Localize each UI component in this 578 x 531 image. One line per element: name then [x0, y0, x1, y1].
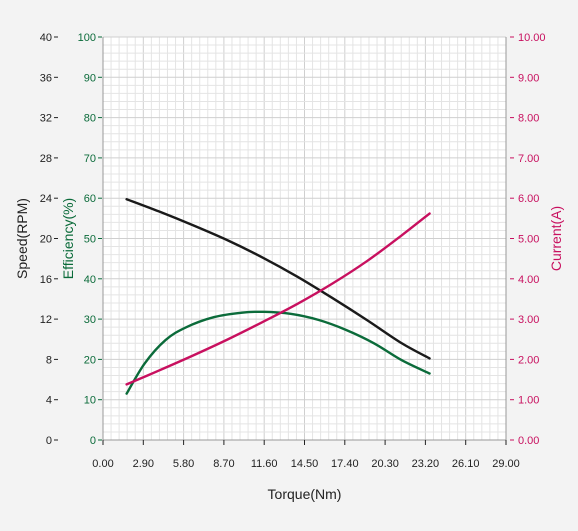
x-tick-label: 5.80 [173, 458, 194, 470]
y-tick-label-current: 3.00 [518, 314, 539, 326]
series-line-efficiency [125, 310, 431, 395]
x-tick-label: 20.30 [371, 458, 399, 470]
y-tick-label-efficiency: 40 [84, 274, 96, 286]
y-tick-label-current: 5.00 [518, 234, 539, 246]
y-tick-label-current: 4.00 [518, 274, 539, 286]
y-tick-label-current: 1.00 [518, 395, 539, 407]
y-tick-label-efficiency: 0 [90, 435, 96, 447]
y-tick-label-speed: 4 [46, 395, 52, 407]
y-tick-label-speed: 0 [46, 435, 52, 447]
y-tick-label-efficiency: 30 [84, 314, 96, 326]
y-tick-label-efficiency: 70 [84, 153, 96, 165]
y-tick-label-current: 2.00 [518, 354, 539, 366]
y-tick-label-speed: 36 [40, 72, 52, 84]
y-tick-label-speed: 16 [40, 274, 52, 286]
x-tick-label: 17.40 [331, 458, 359, 470]
x-axis-title: Torque(Nm) [268, 486, 342, 502]
x-tick-label: 14.50 [291, 458, 319, 470]
x-tick-label: 29.00 [492, 458, 520, 470]
y-tick-label-current: 0.00 [518, 435, 539, 447]
y-axis-title-speed: Speed(RPM) [14, 198, 30, 279]
y-tick-label-speed: 24 [40, 193, 52, 205]
y-tick-label-efficiency: 100 [78, 32, 96, 44]
y-tick-label-efficiency: 20 [84, 354, 96, 366]
x-tick-label: 26.10 [452, 458, 480, 470]
y-tick-label-current: 6.00 [518, 193, 539, 205]
x-tick-label: 11.60 [251, 458, 278, 470]
series-line-speed [125, 198, 431, 360]
y-tick-label-speed: 12 [40, 314, 52, 326]
y-tick-label-speed: 28 [40, 153, 52, 165]
y-tick-label-current: 10.00 [518, 32, 546, 44]
y-axis-title-current: Current(A) [548, 206, 564, 271]
y-tick-label-speed: 32 [40, 113, 52, 125]
x-tick-label: 23.20 [412, 458, 440, 470]
x-tick-label: 0.00 [92, 458, 113, 470]
y-tick-label-efficiency: 90 [84, 72, 96, 84]
y-tick-label-current: 7.00 [518, 153, 539, 165]
y-axis-title-efficiency: Efficiency(%) [60, 198, 76, 279]
x-tick-label: 2.90 [133, 458, 154, 470]
y-tick-label-efficiency: 50 [84, 234, 96, 246]
y-tick-label-current: 8.00 [518, 113, 539, 125]
y-tick-label-speed: 8 [46, 354, 52, 366]
x-tick-label: 8.70 [213, 458, 234, 470]
y-tick-label-efficiency: 10 [84, 395, 96, 407]
y-tick-label-efficiency: 60 [84, 193, 96, 205]
series-line-current [125, 212, 431, 386]
y-tick-label-current: 9.00 [518, 72, 539, 84]
y-tick-label-speed: 40 [40, 32, 52, 44]
y-tick-label-efficiency: 80 [84, 113, 96, 125]
y-tick-label-speed: 20 [40, 234, 52, 246]
